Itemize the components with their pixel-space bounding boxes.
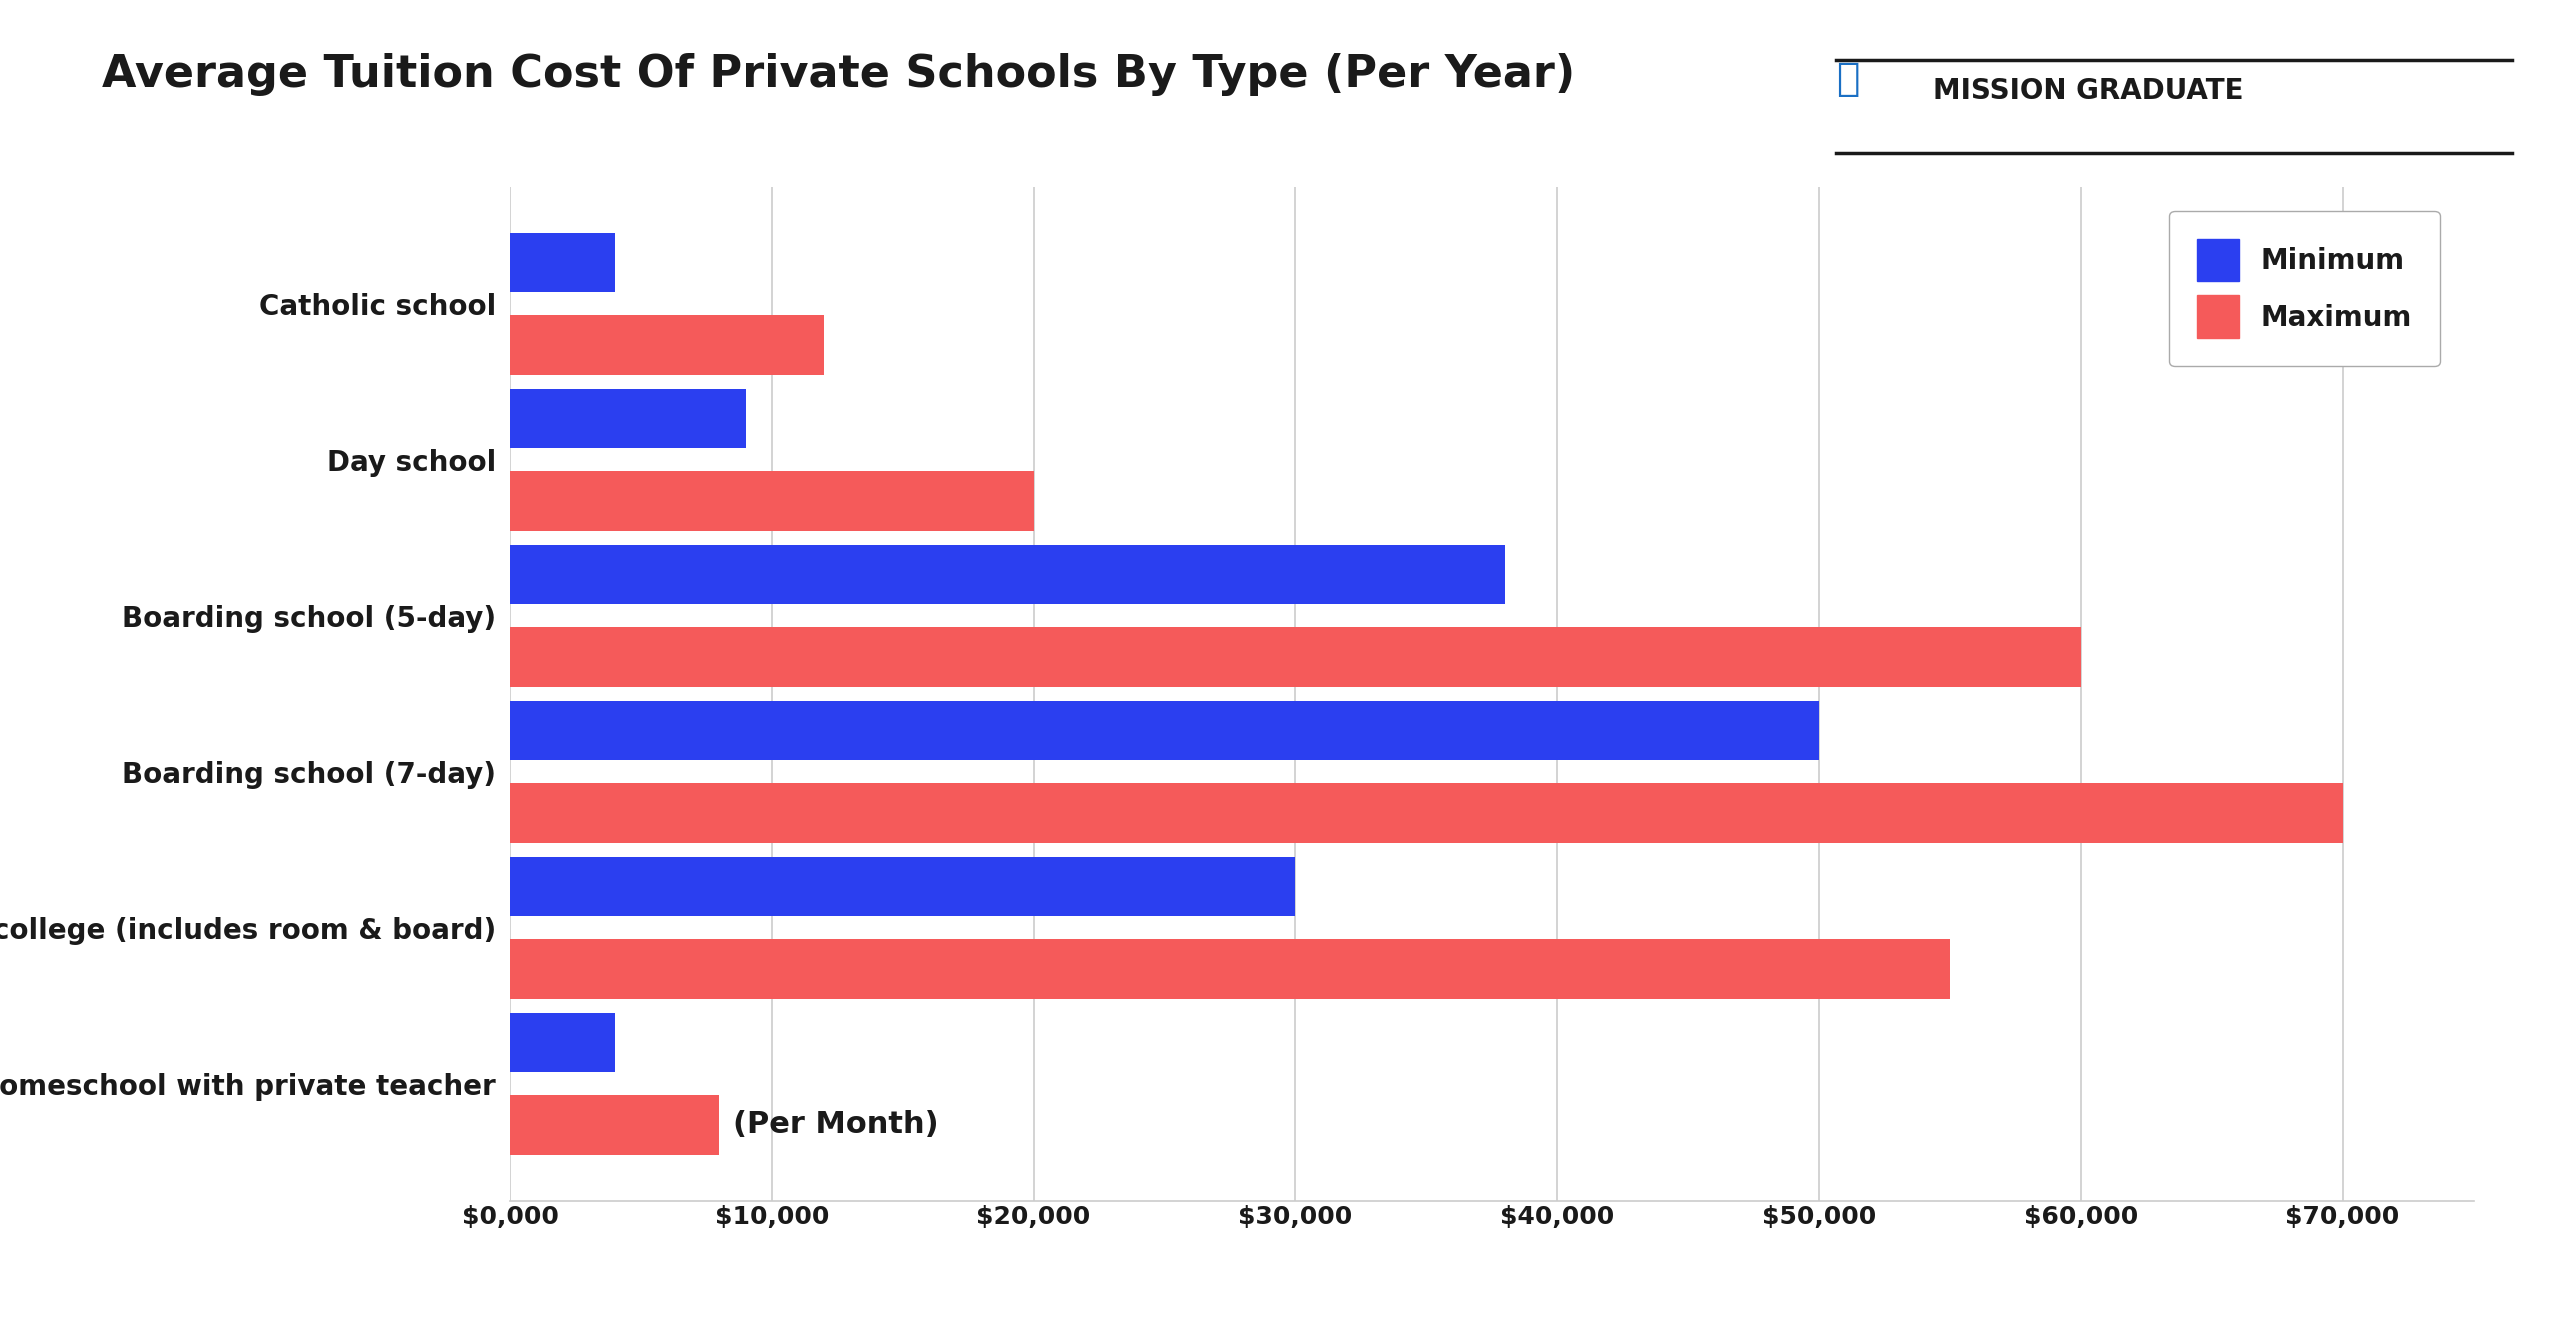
Bar	[510, 315, 824, 375]
Bar	[510, 471, 1033, 531]
Text: Average Tuition Cost Of Private Schools By Type (Per Year): Average Tuition Cost Of Private Schools …	[102, 53, 1576, 96]
Bar	[510, 232, 615, 292]
Legend: Minimum, Maximum: Minimum, Maximum	[2170, 211, 2440, 366]
Bar	[510, 700, 1818, 760]
Bar	[510, 1013, 615, 1073]
Bar	[510, 388, 745, 448]
Bar	[510, 856, 1295, 916]
Bar	[510, 939, 1951, 999]
Text: 🎓: 🎓	[1836, 60, 1859, 97]
Bar	[510, 1095, 719, 1155]
Bar	[510, 627, 2081, 687]
Text: (Per Month): (Per Month)	[732, 1110, 938, 1139]
Bar	[510, 544, 1504, 604]
Text: MISSION GRADUATE: MISSION GRADUATE	[1933, 77, 2244, 105]
Bar	[510, 783, 2343, 843]
